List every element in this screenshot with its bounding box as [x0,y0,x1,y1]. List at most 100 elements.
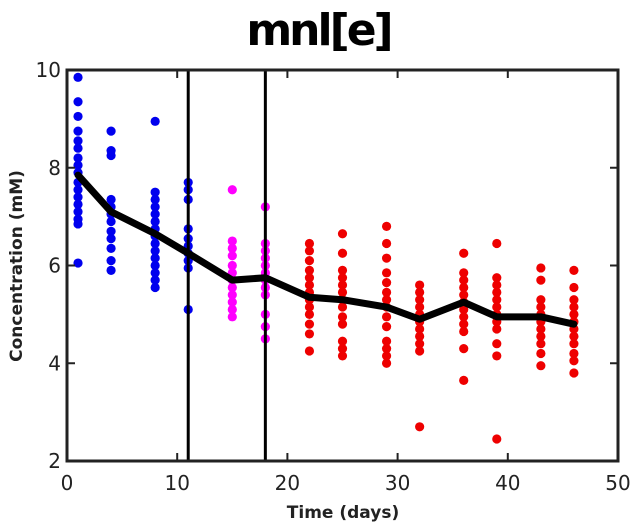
red-data-point [381,312,392,322]
red-data-point [415,339,425,349]
red-data-point [569,309,579,319]
red-data-point [381,238,392,249]
blue-data-point [150,260,160,271]
red-data-point [459,304,469,315]
red-data-point [492,280,502,290]
red-data-point [381,343,392,354]
red-data-point [459,275,469,285]
blue-data-point [150,202,160,212]
blue-data-point [106,216,116,227]
blue-data-point [73,160,83,170]
mean-line-layer [74,171,578,328]
blue-data-point [73,199,83,210]
red-data-point [492,339,502,349]
red-data-point [381,287,392,297]
red-data-point [459,312,469,322]
magenta-data-point [227,251,237,261]
blue-data-point [73,207,83,217]
blue-data-point [73,192,83,202]
red-data-point [459,268,469,278]
blue-data-point [73,72,83,82]
magenta-data-point [227,297,237,307]
red-data-point [569,302,579,312]
red-data-point [337,273,348,283]
magenta-data-point [227,185,237,195]
blue-data-point [106,226,116,236]
red-data-point [304,265,315,275]
x-tick-label: 10 [164,471,189,495]
red-data-point [536,361,546,371]
red-data-point [492,434,502,444]
red-data-point [304,256,315,266]
y-tick-label: 10 [36,58,61,82]
red-data-point [536,331,546,341]
red-data-point [337,336,348,346]
red-data-point [459,290,469,300]
red-data-point [415,287,425,297]
red-data-point [569,331,579,341]
magenta-data-point [227,282,237,293]
blue-data-point [150,246,160,256]
red-data-point [304,346,315,356]
y-axis-title: Concentration (mM) [7,170,27,362]
red-data-point [492,238,502,249]
blue-data-point [73,185,83,195]
red-data-point [569,265,579,275]
x-axis-title: Time (days) [287,503,399,523]
blue-data-point [150,238,160,249]
blue-data-point [73,126,83,136]
red-data-point [337,280,348,290]
x-tick-label: 0 [61,471,74,495]
blue-data-point [150,209,160,219]
red-data-point [381,268,392,278]
red-data-point [536,339,546,349]
blue-data-point [73,143,83,153]
red-data-point [569,282,579,293]
blue-data-point [106,265,116,275]
red-data-point [492,351,502,361]
red-data-point [381,253,392,263]
magenta-data-point [227,260,237,271]
y-tick-label: 4 [48,351,61,375]
red-data-point [536,263,546,273]
red-data-point [569,356,579,366]
blue-data-point [150,268,160,278]
blue-data-point [150,194,160,205]
red-data-point [304,238,315,249]
red-data-point [415,346,425,356]
red-data-point [415,302,425,312]
red-data-point [337,287,348,297]
red-data-point [459,343,469,354]
red-data-point [304,319,315,329]
ticks-layer: 0 10 20 30 40 50 2 4 6 8 10 [36,58,631,495]
red-data-point [536,348,546,359]
red-data-point [304,273,315,283]
red-data-point [381,295,392,305]
x-tick-label: 30 [385,471,410,495]
y-tick-label: 6 [48,254,61,278]
red-data-point [536,324,546,334]
red-data-point [415,331,425,341]
red-data-point [381,351,392,361]
red-data-point [304,246,315,256]
red-data-point [492,324,502,334]
red-data-point [304,280,315,290]
red-data-point [337,319,348,329]
red-data-point [459,282,469,293]
magenta-data-point [227,304,237,315]
scatter-points-layer [73,72,579,444]
blue-data-point [73,136,83,146]
blue-data-point [150,116,160,126]
red-data-point [337,343,348,354]
red-data-point [415,422,425,432]
y-tick-label: 2 [48,449,61,473]
red-data-point [381,278,392,288]
red-data-point [492,273,502,283]
red-data-point [337,229,348,239]
blue-data-point [106,256,116,266]
blue-data-point [106,194,116,205]
red-data-point [492,295,502,305]
red-data-point [569,348,579,359]
red-data-point [337,265,348,275]
blue-data-point [106,150,116,161]
